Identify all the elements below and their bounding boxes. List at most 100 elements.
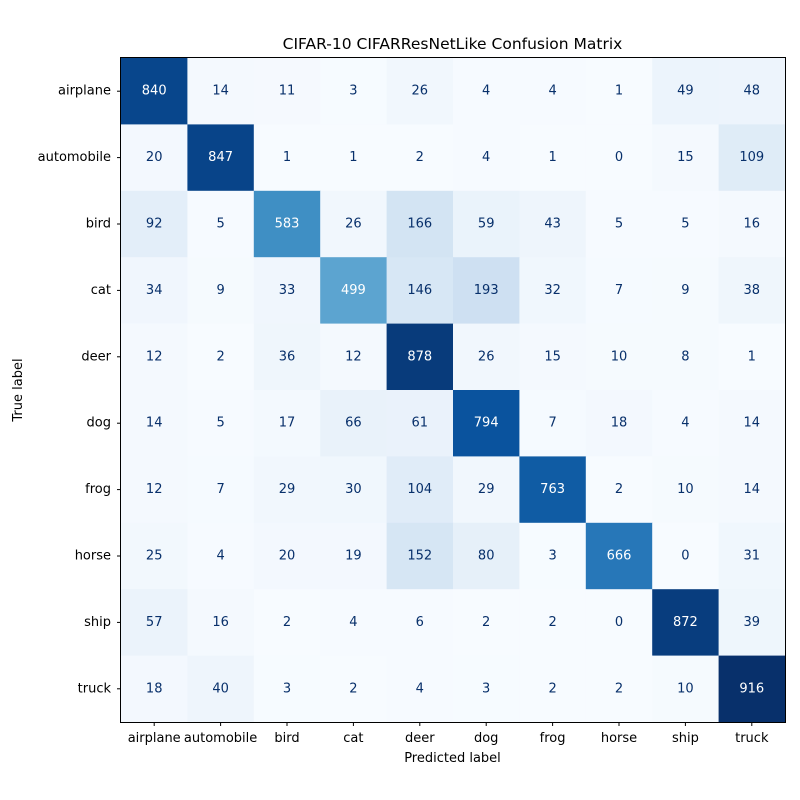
- cell-value-label: 12: [146, 482, 163, 497]
- heatmap-cell: [253, 390, 321, 457]
- cell-value-label: 3: [548, 549, 556, 564]
- y-axis-ticks: airplane automobile bird cat deer dog frog hors…: [38, 84, 121, 696]
- heatmap-cell: [320, 190, 388, 258]
- cell-value-label: 499: [341, 283, 366, 298]
- heatmap-cell: [652, 655, 720, 723]
- heatmap-cell: [320, 390, 388, 457]
- heatmap-cell: [320, 124, 388, 192]
- heatmap-cell: [386, 58, 454, 125]
- heatmap-cell: [386, 257, 454, 325]
- cell-value-label: 14: [744, 482, 761, 497]
- heatmap-cell: [121, 655, 188, 723]
- heatmap-cell: [320, 58, 388, 125]
- cell-value-label: 1: [615, 84, 623, 99]
- x-tick-label: bird: [274, 731, 299, 746]
- heatmap-cell: [386, 390, 454, 457]
- heatmap-cell: [718, 190, 786, 258]
- heatmap-cell: [453, 589, 520, 657]
- heatmap-cell: [453, 522, 520, 590]
- heatmap-cell: [453, 323, 520, 391]
- heatmap-cell: [253, 522, 321, 590]
- cell-value-label: 872: [673, 615, 698, 630]
- heatmap-cells: [121, 58, 786, 723]
- cell-value-label: 26: [412, 84, 429, 99]
- cell-value-label: 4: [216, 549, 224, 564]
- cell-value-label: 31: [744, 549, 761, 564]
- heatmap-cell: [386, 456, 454, 524]
- y-tick-label: dog: [87, 416, 111, 431]
- cell-value-label: 4: [416, 681, 424, 696]
- heatmap-cell: [519, 257, 587, 325]
- cell-value-label: 92: [146, 217, 163, 232]
- cell-value-label: 29: [478, 482, 495, 497]
- cell-value-label: 36: [279, 349, 296, 364]
- cell-value-label: 5: [216, 217, 224, 232]
- cell-value-label: 5: [216, 416, 224, 431]
- heatmap-cell: [187, 655, 255, 723]
- x-tick-label: deer: [405, 731, 435, 746]
- heatmap-cell: [121, 390, 188, 457]
- cell-value-label: 15: [677, 150, 694, 165]
- heatmap-cell: [121, 58, 188, 125]
- cell-value-label: 4: [349, 615, 357, 630]
- heatmap-cell: [453, 124, 520, 192]
- cell-value-label: 4: [681, 416, 689, 431]
- y-axis-label: True label: [11, 358, 26, 422]
- heatmap-cell: [718, 323, 786, 391]
- cell-value-label: 1: [283, 150, 291, 165]
- heatmap-cell: [121, 456, 188, 524]
- heatmap-cell: [652, 257, 720, 325]
- heatmap-cell: [585, 58, 653, 125]
- cell-value-label: 16: [212, 615, 229, 630]
- cell-value-label: 10: [677, 482, 694, 497]
- cell-value-label: 840: [142, 84, 167, 99]
- cell-value-label: 847: [208, 150, 233, 165]
- cell-value-label: 30: [345, 482, 362, 497]
- heatmap-cell: [320, 323, 388, 391]
- heatmap-cell: [585, 456, 653, 524]
- heatmap-cell: [453, 390, 520, 457]
- cell-value-label: 9: [216, 283, 224, 298]
- heatmap-cell: [253, 589, 321, 657]
- cell-value-label: 14: [744, 416, 761, 431]
- cell-value-label: 2: [615, 482, 623, 497]
- heatmap-cell: [453, 456, 520, 524]
- heatmap-cell: [386, 655, 454, 723]
- cell-value-label: 166: [407, 217, 432, 232]
- cell-value-label: 61: [412, 416, 429, 431]
- cell-value-label: 193: [474, 283, 499, 298]
- cell-value-label: 59: [478, 217, 495, 232]
- cell-value-label: 2: [416, 150, 424, 165]
- cell-value-label: 2: [349, 681, 357, 696]
- heatmap-cell: [386, 522, 454, 590]
- y-tick-label: bird: [86, 217, 111, 232]
- heatmap-cell: [519, 522, 587, 590]
- cell-value-label: 2: [548, 681, 556, 696]
- cell-value-label: 10: [611, 349, 628, 364]
- cell-value-label: 49: [677, 84, 694, 99]
- heatmap-cell: [585, 190, 653, 258]
- x-tick-label: cat: [343, 731, 363, 746]
- heatmap-cell: [386, 124, 454, 192]
- x-tick-label: dog: [474, 731, 498, 746]
- cell-value-label: 66: [345, 416, 362, 431]
- heatmap-cell: [121, 190, 188, 258]
- cell-value-label: 0: [615, 615, 623, 630]
- cell-value-label: 15: [544, 349, 561, 364]
- cell-value-label: 5: [681, 217, 689, 232]
- heatmap-cell: [253, 323, 321, 391]
- heatmap-cell: [386, 190, 454, 258]
- y-tick-label: ship: [84, 615, 111, 630]
- cell-value-label: 0: [615, 150, 623, 165]
- x-axis-ticks: airplane automobile bird cat deer dog frog hors…: [128, 722, 769, 746]
- cell-value-label: 33: [279, 283, 296, 298]
- cell-value-label: 7: [216, 482, 224, 497]
- heatmap-cell: [652, 522, 720, 590]
- heatmap-cell: [253, 124, 321, 192]
- cell-value-label: 7: [548, 416, 556, 431]
- cell-value-label: 4: [482, 150, 490, 165]
- cell-value-label: 6: [416, 615, 424, 630]
- heatmap-cell: [585, 522, 653, 590]
